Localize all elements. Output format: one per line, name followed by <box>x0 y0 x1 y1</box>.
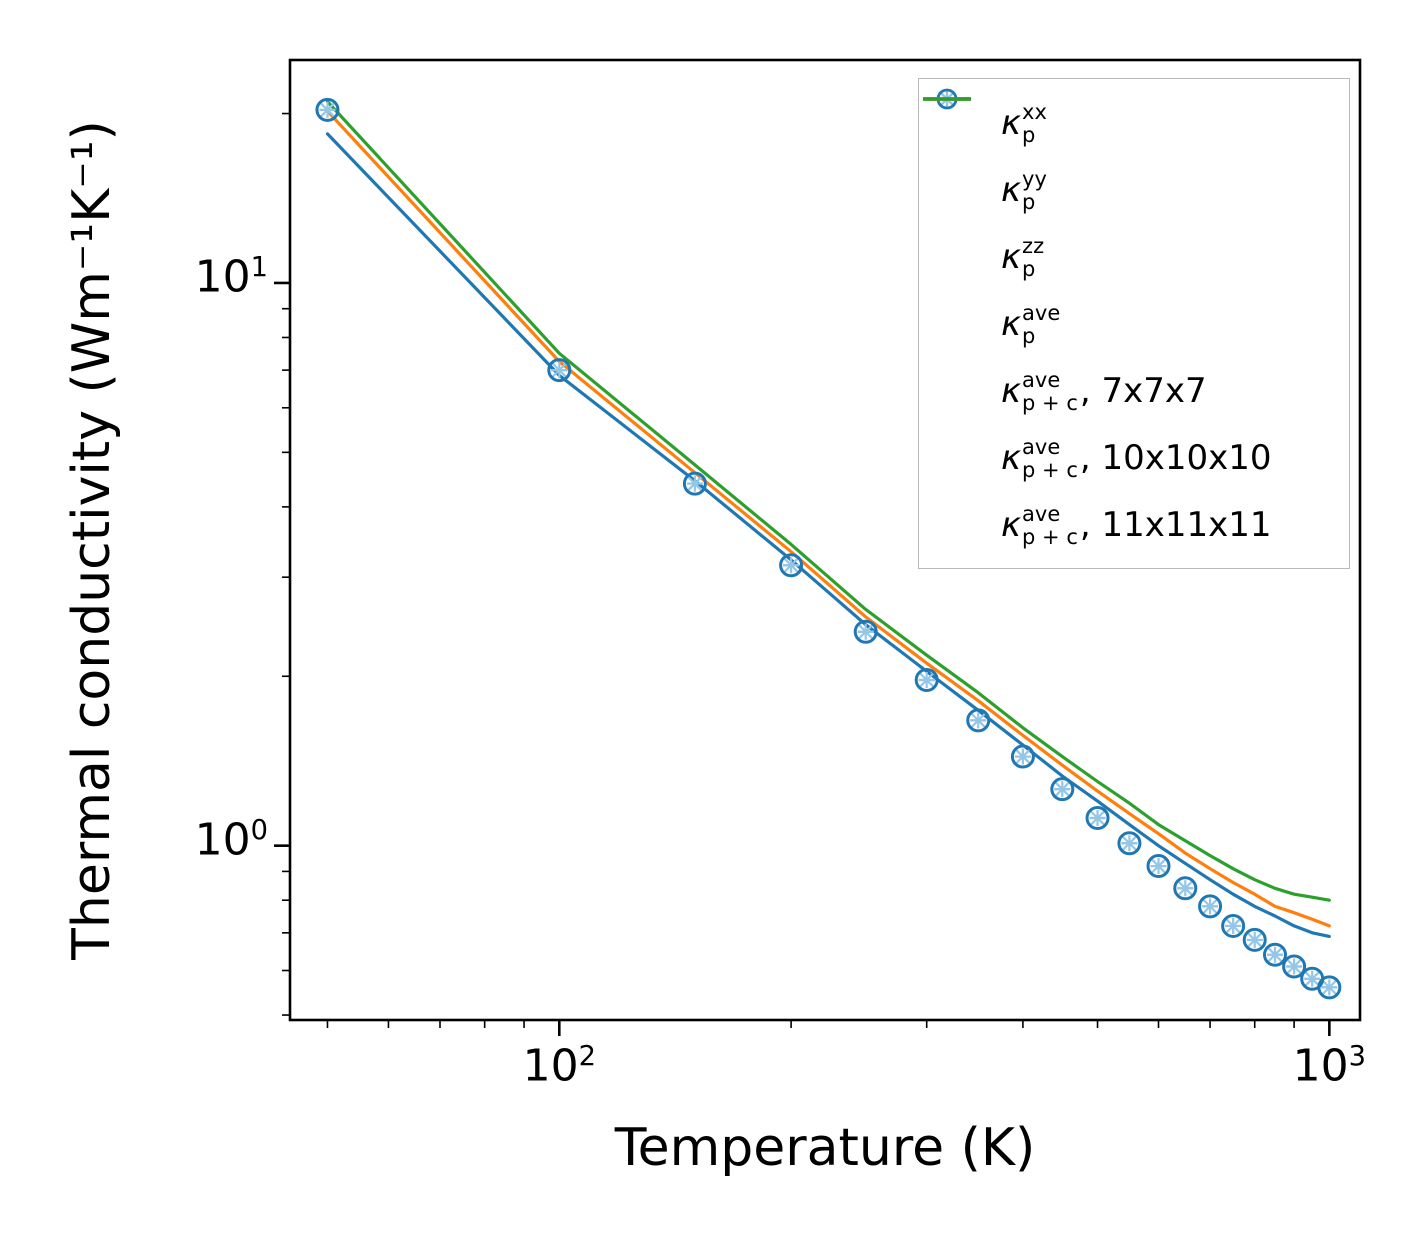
plus-marker <box>1177 880 1194 897</box>
circle-marker <box>853 619 878 644</box>
plus-marker <box>1225 917 1242 934</box>
circle-marker <box>315 97 340 122</box>
circle-marker <box>779 553 804 578</box>
x-tick-label: 102 <box>522 1040 596 1092</box>
circle-marker <box>1050 777 1075 802</box>
plus-marker <box>1054 781 1071 798</box>
legend-label: κ xx p <box>1001 100 1047 147</box>
circle-marker <box>966 708 991 733</box>
circle-marker <box>682 471 707 496</box>
circle-marker <box>1317 975 1342 1000</box>
y-tick-label: 101 <box>194 251 268 303</box>
plus-marker <box>1321 979 1338 996</box>
plus-marker <box>686 475 703 492</box>
legend-entry-kappa_p_xx: κ xx p <box>925 89 1343 156</box>
circle-marker <box>1282 954 1307 979</box>
plot-border <box>288 58 1362 1022</box>
y-tick-label: 100 <box>194 814 268 866</box>
plus-marker <box>1304 970 1321 987</box>
series-line-kappa_p_plus_c_ave_7x7x7 <box>325 132 1331 938</box>
circle-marker <box>1117 831 1142 856</box>
series-line-kappa_p_plus_c_ave_11x11x11 <box>325 100 1331 902</box>
legend-entry-kappa_p_yy: κ yy p <box>925 91 1343 223</box>
circle-marker <box>1085 805 1110 830</box>
plus-marker <box>1089 809 1106 826</box>
plus-marker <box>918 671 935 688</box>
circle-marker <box>1010 744 1035 769</box>
circle-marker <box>547 358 572 383</box>
circle-marker <box>1198 894 1223 919</box>
plus-marker <box>1121 835 1138 852</box>
plus-marker <box>857 623 874 640</box>
plus-marker <box>1266 946 1283 963</box>
line-legend-glyph <box>923 97 971 101</box>
legend-label: κ yy p <box>1001 167 1047 214</box>
legend-label: κ ave p + c, 11x11x11 <box>1001 502 1272 549</box>
legend: κ xx p κ yy p κ zz p κ ave p κ ave p + c, 7x7x7 κ ave p +… <box>918 78 1350 569</box>
circle-marker <box>1146 854 1171 879</box>
x-tick-label: 103 <box>1292 1040 1366 1092</box>
legend-label: κ ave p + c, 7x7x7 <box>1001 368 1207 415</box>
x-axis-label: Temperature (K) <box>614 1118 1036 1178</box>
plus-marker <box>319 101 336 118</box>
circle-marker <box>914 667 939 692</box>
plus-marker <box>783 557 800 574</box>
plus-marker <box>1150 858 1167 875</box>
plus-marker <box>1014 748 1031 765</box>
circle-marker <box>1262 942 1287 967</box>
circle-marker <box>1242 927 1267 952</box>
legend-label: κ ave p + c, 10x10x10 <box>1001 435 1272 482</box>
legend-entry-kappa_p_zz: κ zz p <box>925 97 1343 290</box>
legend-entry-kappa_p_plus_c_ave_7x7x7: κ ave p + c, 7x7x7 <box>923 97 1343 424</box>
plus-marker <box>1286 958 1303 975</box>
plus-marker <box>1246 931 1263 948</box>
legend-entry-kappa_p_plus_c_ave_10x10x10: κ ave p + c, 10x10x10 <box>923 97 1343 491</box>
plus-marker <box>970 712 987 729</box>
y-axis-label: Thermal conductivity (Wm⁻¹K⁻¹) <box>62 120 122 960</box>
plus-marker <box>551 362 568 379</box>
legend-label: κ ave p <box>1001 301 1061 348</box>
circle-marker <box>1173 876 1198 901</box>
plus-marker <box>1202 898 1219 915</box>
legend-entry-kappa_p_plus_c_ave_11x11x11: κ ave p + c, 11x11x11 <box>923 97 1343 558</box>
legend-entry-kappa_p_ave: κ ave p <box>925 88 1343 357</box>
series-line-kappa_p_plus_c_ave_10x10x10 <box>325 109 1331 928</box>
legend-label: κ zz p <box>1001 234 1045 281</box>
circle-marker <box>1221 913 1246 938</box>
